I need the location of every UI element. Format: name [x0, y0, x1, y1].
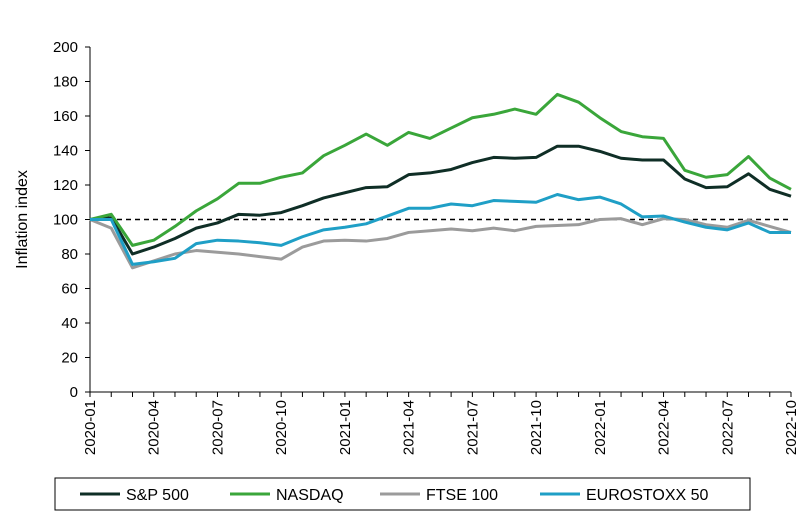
y-tick-label: 140 [53, 143, 78, 160]
y-tick-label: 80 [61, 246, 78, 263]
legend-label: NASDAQ [276, 487, 344, 504]
legend-label: FTSE 100 [426, 487, 498, 504]
y-tick-label: 40 [61, 315, 78, 332]
y-tick-label: 120 [53, 177, 78, 194]
y-tick-label: 20 [61, 350, 78, 367]
x-tick-label: 2022-01 [592, 400, 609, 455]
series-line-eurostoxx-50 [90, 192, 791, 266]
y-tick-label: 200 [53, 39, 78, 56]
x-tick-label: 2020-10 [273, 400, 290, 455]
x-tick-label: 2020-01 [82, 400, 99, 455]
x-axis-ticks: 2020-01 2020-04 2020-07 2020-10 2021-01 2021-… [82, 392, 800, 455]
series-layer [89, 92, 792, 270]
y-tick-label: 0 [70, 384, 78, 401]
x-tick-label: 2020-04 [146, 400, 163, 455]
y-tick-label: 160 [53, 108, 78, 125]
y-tick-label: 100 [53, 212, 78, 229]
y-tick-label: 60 [61, 281, 78, 298]
y-axis-ticks: 0 20 40 60 80 100 120 140 160 180 200 [53, 39, 90, 401]
y-tick-label: 180 [53, 74, 78, 91]
series-line-nasdaq [89, 92, 792, 247]
x-tick-label: 2021-10 [528, 400, 545, 455]
x-tick-label: 2022-07 [719, 400, 736, 455]
x-tick-label: 2022-04 [656, 400, 673, 455]
x-tick-label: 2022-10 [783, 400, 800, 455]
x-tick-label: 2021-07 [464, 400, 481, 455]
legend-label: S&P 500 [126, 487, 189, 504]
series-line-s-p-500 [89, 144, 792, 256]
x-tick-label: 2020-07 [209, 400, 226, 455]
x-tick-label: 2021-04 [401, 400, 418, 455]
legend: S&P 500 NASDAQ FTSE 100 EUROSTOXX 50 [54, 477, 751, 511]
y-axis-title: Inflation index [14, 170, 31, 269]
legend-label: EUROSTOXX 50 [586, 487, 709, 504]
x-tick-label: 2021-01 [337, 400, 354, 455]
